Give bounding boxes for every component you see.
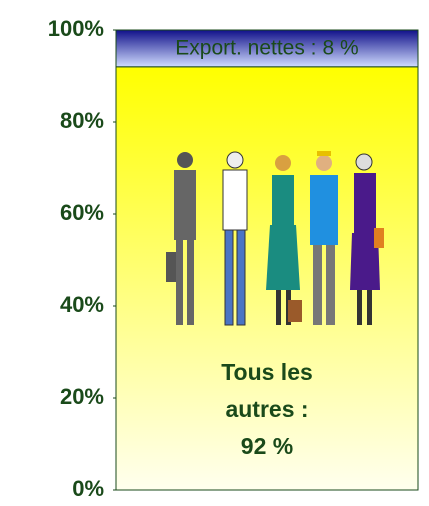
series-name: Export. nettes : <box>175 36 316 59</box>
segment-label: Export. nettes : 8 % <box>175 36 358 59</box>
value-label: 8 % <box>323 36 359 59</box>
people-illustration <box>166 151 384 326</box>
bar-segment <box>115 29 419 68</box>
y-tick-label: 40% <box>60 292 104 317</box>
series-name: Tous les autres : <box>221 359 313 422</box>
segment-label: Tous les autres : 92 % <box>192 354 342 465</box>
y-tick-label: 0% <box>72 476 104 501</box>
y-tick-label: 80% <box>60 108 104 133</box>
value-label: 92 % <box>240 433 294 459</box>
y-tick-label: 60% <box>60 200 104 225</box>
axes: 0% 20% 40% 60% 80% 100% <box>48 16 418 501</box>
y-tick-label: 20% <box>60 384 104 409</box>
y-tick-label: 100% <box>48 16 104 41</box>
